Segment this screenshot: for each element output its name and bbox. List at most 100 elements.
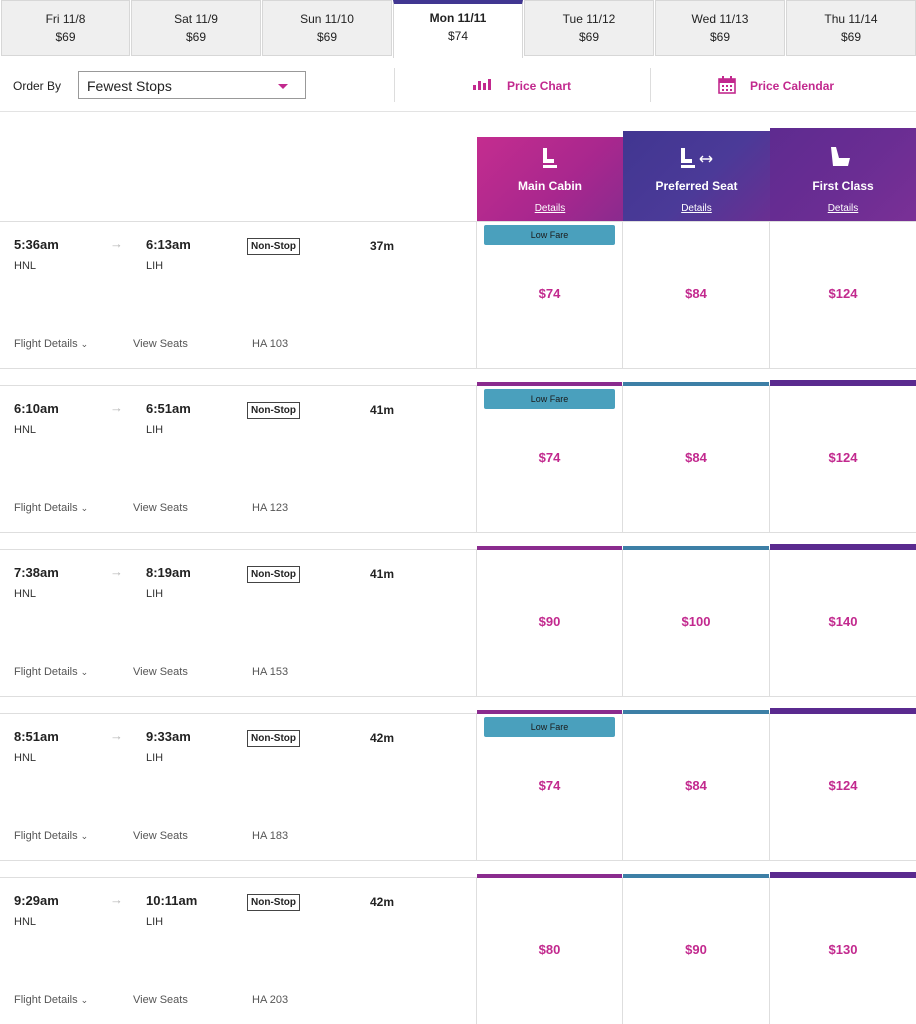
flight-row: 6:10am HNL → 6:51am LIH Non-Stop 41m Fli… xyxy=(0,380,916,533)
date-tab-wed[interactable]: Wed 11/13 $69 xyxy=(655,0,785,56)
calendar-icon xyxy=(718,76,736,94)
date-tab-fri[interactable]: Fri 11/8 $69 xyxy=(1,0,130,56)
cabin-header-main: Main Cabin Details xyxy=(477,137,623,221)
price-calendar-label: Price Calendar xyxy=(750,79,835,93)
date-tab-day: Sat 11/9 xyxy=(174,12,218,26)
flight-row: 7:38am HNL → 8:19am LIH Non-Stop 41m Fli… xyxy=(0,544,916,697)
fare-price: $124 xyxy=(828,286,858,301)
arrow-right-icon: → xyxy=(110,236,123,251)
view-seats-link[interactable]: View Seats xyxy=(133,830,188,842)
cabin-strip xyxy=(770,380,916,386)
fare-first-class[interactable]: $124 xyxy=(770,708,916,860)
cabin-details-link[interactable]: Details xyxy=(681,203,712,214)
dest-airport: LIH xyxy=(146,752,164,764)
date-tab-day: Mon 11/11 xyxy=(429,11,487,25)
fare-price: $140 xyxy=(828,614,858,629)
flight-details-link[interactable]: Flight Details ⌄ xyxy=(14,502,88,514)
fare-main-cabin[interactable]: $90 xyxy=(477,546,623,696)
fare-price: $90 xyxy=(538,614,561,629)
date-tab-sat[interactable]: Sat 11/9 $69 xyxy=(131,0,261,56)
fare-price: $90 xyxy=(685,942,707,957)
view-seats-link[interactable]: View Seats xyxy=(133,994,188,1006)
fare-first-class[interactable]: $124 xyxy=(770,222,916,368)
flight-row: 5:36am HNL → 6:13am LIH Non-Stop 37m Fli… xyxy=(0,221,916,369)
flight-details-link[interactable]: Flight Details ⌄ xyxy=(14,830,88,842)
duration: 41m xyxy=(370,403,395,417)
stops-badge: Non-Stop xyxy=(247,894,300,911)
date-tab-price: $69 xyxy=(185,30,207,44)
arrow-right-icon: → xyxy=(110,400,123,415)
order-by-label: Order By xyxy=(13,79,62,93)
cabin-details-link[interactable]: Details xyxy=(827,203,859,214)
view-seats-link[interactable]: View Seats xyxy=(133,502,188,514)
low-fare-badge: Low Fare xyxy=(484,389,615,409)
stops-badge: Non-Stop xyxy=(247,566,300,583)
date-tabs: Fri 11/8 $69 Sat 11/9 $69 Sun 11/10 $69 … xyxy=(0,0,916,58)
depart-time: 5:36am xyxy=(14,237,59,252)
fare-price: $100 xyxy=(681,614,711,629)
low-fare-badge: Low Fare xyxy=(484,225,615,245)
cabin-strip xyxy=(477,710,622,714)
flight-info: 5:36am HNL → 6:13am LIH Non-Stop 37m Fli… xyxy=(0,222,477,368)
fare-main-cabin[interactable]: Low Fare $74 xyxy=(477,710,623,860)
fare-preferred-seat[interactable]: $100 xyxy=(623,546,770,696)
fare-price: $84 xyxy=(685,778,707,793)
chevron-down-icon: ⌄ xyxy=(80,339,89,349)
depart-time: 9:29am xyxy=(14,893,59,908)
flight-number: HA 103 xyxy=(252,338,289,350)
fare-preferred-seat[interactable]: $90 xyxy=(623,874,770,1024)
date-tab-day: Wed 11/13 xyxy=(691,12,749,26)
price-calendar-link[interactable]: Price Calendar xyxy=(718,76,848,96)
fare-main-cabin[interactable]: Low Fare $74 xyxy=(477,222,623,368)
order-by-select[interactable]: Fewest Stops xyxy=(78,71,306,99)
arrive-time: 6:51am xyxy=(146,401,191,416)
depart-time: 6:10am xyxy=(14,401,59,416)
flight-number: HA 123 xyxy=(252,502,289,514)
date-tab-price: $69 xyxy=(840,30,862,44)
fare-main-cabin[interactable]: $80 xyxy=(477,874,623,1024)
chevron-down-icon: ⌄ xyxy=(80,503,89,513)
view-seats-link[interactable]: View Seats xyxy=(133,338,188,350)
stops-badge: Non-Stop xyxy=(247,402,300,419)
flight-info: 8:51am HNL → 9:33am LIH Non-Stop 42m Fli… xyxy=(0,714,477,860)
low-fare-badge: Low Fare xyxy=(484,717,615,737)
cabin-header-preferred: Preferred Seat Details xyxy=(623,131,770,221)
seat-extra-legroom-icon xyxy=(681,148,713,168)
caret-down-icon xyxy=(278,84,288,89)
fare-price: $74 xyxy=(538,450,561,465)
date-tab-day: Fri 11/8 xyxy=(45,12,86,26)
fare-preferred-seat[interactable]: $84 xyxy=(623,710,770,860)
date-tab-tue[interactable]: Tue 11/12 $69 xyxy=(524,0,654,56)
flight-details-label: Flight Details xyxy=(14,502,78,514)
flight-number: HA 153 xyxy=(252,666,289,678)
fare-first-class[interactable]: $140 xyxy=(770,544,916,696)
flight-info: 9:29am HNL → 10:11am LIH Non-Stop 42m Fl… xyxy=(0,878,477,1024)
flight-row: 8:51am HNL → 9:33am LIH Non-Stop 42m Fli… xyxy=(0,708,916,861)
cabin-strip xyxy=(623,710,769,714)
flight-info: 6:10am HNL → 6:51am LIH Non-Stop 41m Fli… xyxy=(0,386,477,532)
fare-first-class[interactable]: $130 xyxy=(770,872,916,1024)
price-chart-link[interactable]: Price Chart xyxy=(472,76,582,96)
cabin-name: Preferred Seat xyxy=(655,179,738,193)
date-tab-mon-selected[interactable]: Mon 11/11 $74 xyxy=(393,0,523,58)
date-tab-sun[interactable]: Sun 11/10 $69 xyxy=(262,0,392,56)
fare-preferred-seat[interactable]: $84 xyxy=(623,222,770,368)
cabin-strip xyxy=(623,546,769,550)
date-tab-thu[interactable]: Thu 11/14 $69 xyxy=(786,0,916,56)
cabin-strip xyxy=(623,382,769,386)
arrive-time: 6:13am xyxy=(146,237,191,252)
toolbar-divider xyxy=(394,68,395,102)
cabin-details-link[interactable]: Details xyxy=(534,203,566,214)
seat-icon xyxy=(543,148,557,168)
fare-first-class[interactable]: $124 xyxy=(770,380,916,532)
flight-details-link[interactable]: Flight Details ⌄ xyxy=(14,338,88,350)
flight-details-link[interactable]: Flight Details ⌄ xyxy=(14,994,88,1006)
arrow-right-icon: → xyxy=(110,564,123,579)
flight-details-link[interactable]: Flight Details ⌄ xyxy=(14,666,88,678)
dest-airport: LIH xyxy=(146,260,164,272)
view-seats-link[interactable]: View Seats xyxy=(133,666,188,678)
fare-preferred-seat[interactable]: $84 xyxy=(623,382,770,532)
chevron-down-icon: ⌄ xyxy=(80,995,89,1005)
fare-main-cabin[interactable]: Low Fare $74 xyxy=(477,382,623,532)
arrow-right-icon: → xyxy=(110,892,123,907)
